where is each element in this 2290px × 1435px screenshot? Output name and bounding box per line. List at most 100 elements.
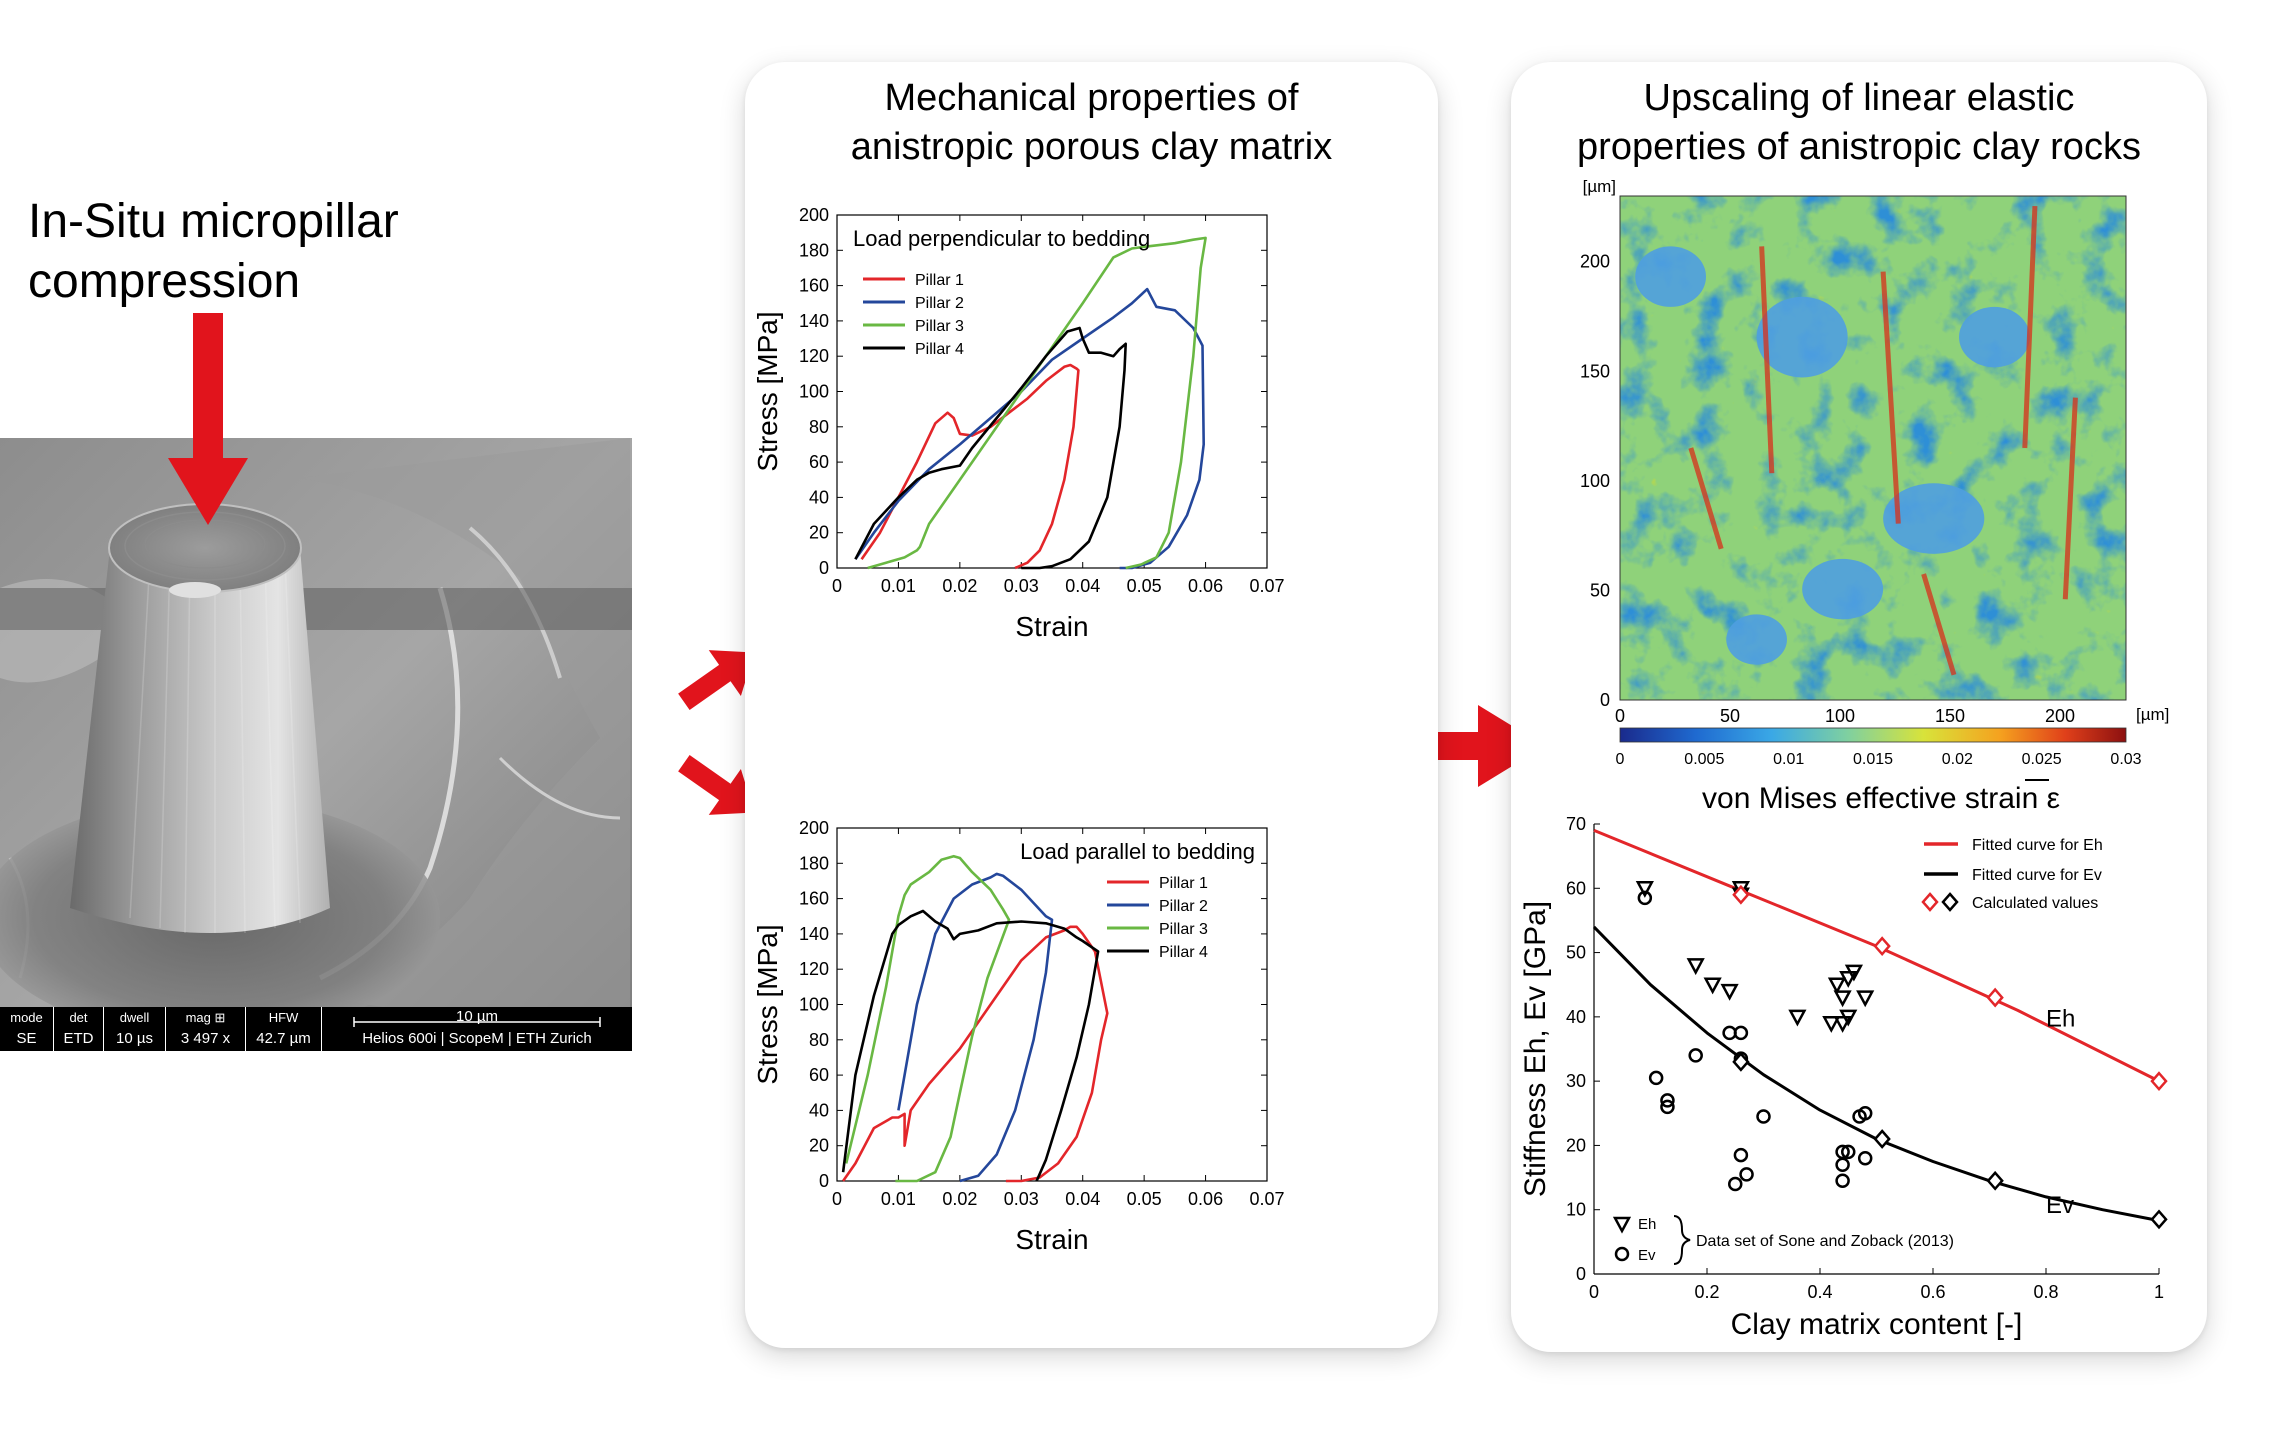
sem-mode: mode SE [0, 1007, 54, 1051]
x-tick-label: 0.07 [1249, 576, 1284, 596]
heatmap-y-tick-label: 50 [1590, 580, 1610, 600]
heatmap-y-tick-label: 100 [1580, 471, 1610, 491]
y-tick-label: 60 [809, 1065, 829, 1085]
x-axis-label: Clay matrix content [-] [1731, 1308, 2023, 1341]
y-axis-label: Stiffness Eh, Ev [GPa] [1519, 901, 1552, 1197]
x-tick-label: 0.2 [1694, 1282, 1719, 1302]
y-tick-label: 160 [799, 889, 829, 909]
y-tick-label: 20 [1566, 1135, 1586, 1155]
curve-label-ev: Ev [2046, 1192, 2074, 1219]
series-line-2 [854, 287, 1206, 570]
calculated-point-ev [2150, 1209, 2168, 1230]
y-tick-label: 40 [809, 487, 829, 507]
series-line-3 [867, 236, 1207, 570]
y-tick-label: 0 [819, 558, 829, 578]
data-point-ev [1756, 1109, 1771, 1124]
y-tick-label: 80 [809, 1030, 829, 1050]
y-tick-label: 160 [799, 276, 829, 296]
heatmap-x-tick-label: 100 [1825, 706, 1855, 726]
x-tick-label: 0.4 [1807, 1282, 1832, 1302]
fitted-curve-ev [1592, 925, 2160, 1223]
legend-label: Pillar 4 [1159, 944, 1208, 961]
heatmap-x-tick-label: 50 [1720, 706, 1740, 726]
curve-label-eh: Eh [2046, 1006, 2075, 1033]
x-tick-label: 0 [832, 1189, 842, 1209]
heatmap-field [1620, 196, 2126, 700]
data-point-ev [1835, 1157, 1850, 1172]
heatmap-x-tick-label: 0 [1615, 706, 1625, 726]
x-axis-label: Strain [1015, 1224, 1088, 1255]
y-tick-label: 120 [799, 346, 829, 366]
legend-label: Calculated values [1972, 895, 2098, 912]
heatmap-y-unit: [µm] [1583, 177, 1616, 196]
sem-scale: 10 µm Helios 600i | ScopeM | ETH Zurich [322, 1007, 632, 1051]
sem-dwell: dwell 10 µs [104, 1007, 166, 1051]
grain-2 [1959, 306, 2030, 368]
data-point-eh [1827, 977, 1847, 995]
grain-6 [1726, 614, 1787, 665]
y-axis-label: Stress [MPa] [752, 311, 783, 471]
x-tick-label: 0.01 [881, 1189, 916, 1209]
calculated-point-eh [1732, 884, 1750, 905]
x-tick-label: 0.6 [1920, 1282, 1945, 1302]
legend-label: Pillar 1 [1159, 875, 1208, 892]
legend-diamond-black [1941, 892, 1959, 912]
legend-label: Fitted curve for Eh [1972, 837, 2103, 854]
y-tick-label: 50 [1566, 943, 1586, 963]
grain-3 [1883, 483, 1985, 554]
chart-title: Load perpendicular to bedding [853, 226, 1150, 251]
y-tick-label: 180 [799, 853, 829, 873]
data-point-eh [1703, 977, 1722, 995]
sem-info-bar: mode SE det ETD dwell 10 µs mag ⊞ 3 497 x HF… [0, 1007, 632, 1051]
y-tick-label: 80 [809, 417, 829, 437]
data-point-eh [1839, 1009, 1858, 1027]
data-point-eh [1635, 881, 1654, 898]
colorbar-label: von Mises effective strain ε [1702, 782, 2060, 812]
data-point-ev [1857, 1151, 1873, 1166]
y-tick-label: 40 [1566, 1007, 1586, 1027]
heatmap-x-unit: [µm] [2136, 705, 2169, 724]
plot-frame [836, 214, 1268, 569]
y-tick-label: 0 [1576, 1264, 1586, 1284]
y-tick-label: 120 [799, 959, 829, 979]
legend-circle [1614, 1246, 1630, 1262]
data-point-eh [1731, 881, 1750, 898]
data-point-ev [1841, 1144, 1856, 1160]
grain-4 [1802, 558, 1884, 620]
calculated-point-ev [1873, 1129, 1891, 1149]
grain-5 [1635, 246, 1707, 307]
data-point-ev [1660, 1099, 1675, 1115]
right-title-line1: Upscaling of linear elastic [1643, 77, 2075, 119]
data-point-ev [1739, 1167, 1754, 1182]
colorbar-tick-label: 0 [1616, 751, 1625, 768]
scale-bar [353, 1017, 601, 1027]
left-title-line2: compression [28, 255, 301, 308]
data-point-ev [1688, 1048, 1703, 1063]
series-line-4 [854, 326, 1128, 570]
y-tick-label: 0 [819, 1171, 829, 1191]
data-point-ev [1728, 1176, 1743, 1192]
arrow-right [1382, 705, 1545, 787]
left-title: In-Situ micropillar compression [28, 192, 399, 312]
x-tick-label: 0 [1589, 1282, 1599, 1302]
x-tick-label: 0.02 [942, 576, 977, 596]
down-arrow [168, 313, 248, 525]
strain-band-3 [2022, 205, 2038, 449]
x-tick-label: 0.04 [1065, 576, 1100, 596]
x-tick-label: 0.07 [1249, 1189, 1284, 1209]
calculated-point-eh [1986, 987, 2004, 1008]
data-point-ev [1733, 1025, 1749, 1041]
x-tick-label: 0.06 [1188, 576, 1223, 596]
middle-panel-title: Mechanical properties of anistropic poro… [745, 74, 1438, 172]
colorbar-tick-label: 0.01 [1773, 751, 1804, 768]
data-point-eh [1788, 1009, 1807, 1027]
legend-source: Data set of Sone and Zoback (2013) [1696, 1233, 1954, 1250]
data-point-ev [1637, 890, 1653, 906]
y-tick-label: 140 [799, 924, 829, 944]
x-tick-label: 0.04 [1065, 1189, 1100, 1209]
legend-brace [1673, 1215, 1691, 1265]
y-axis-label: Stress [MPa] [752, 924, 783, 1084]
y-tick-label: 100 [799, 382, 829, 402]
